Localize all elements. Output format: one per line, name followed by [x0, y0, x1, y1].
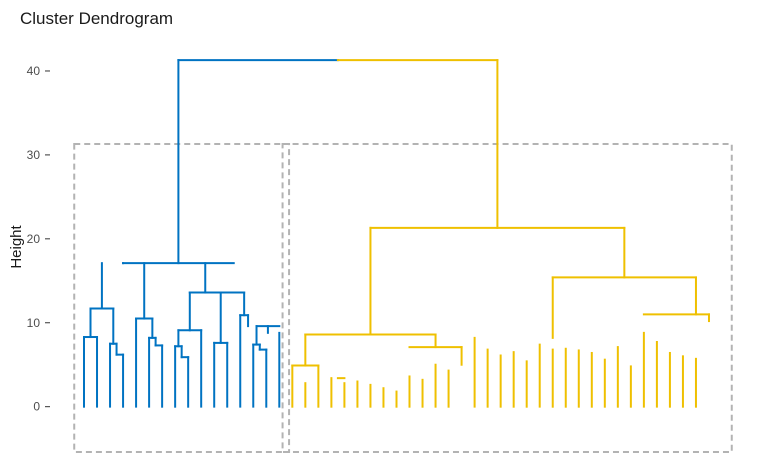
- y-tick-label: 0: [33, 400, 40, 414]
- y-axis-title: Height: [8, 224, 25, 268]
- y-tick-label: 20: [27, 232, 41, 246]
- chart-title: Cluster Dendrogram: [20, 9, 173, 28]
- cluster-boxes: [73, 142, 733, 453]
- y-tick-label: 30: [27, 148, 41, 162]
- y-axis: 0 10 20 30 40: [27, 64, 50, 414]
- dendrogram-branches: [83, 59, 710, 408]
- cluster-1-branches: [83, 59, 339, 408]
- cluster-2-branches: [291, 59, 710, 408]
- cluster-box-1: [73, 142, 291, 453]
- y-tick-label: 10: [27, 316, 41, 330]
- cluster-box-2: [281, 142, 733, 453]
- y-tick-label: 40: [27, 64, 41, 78]
